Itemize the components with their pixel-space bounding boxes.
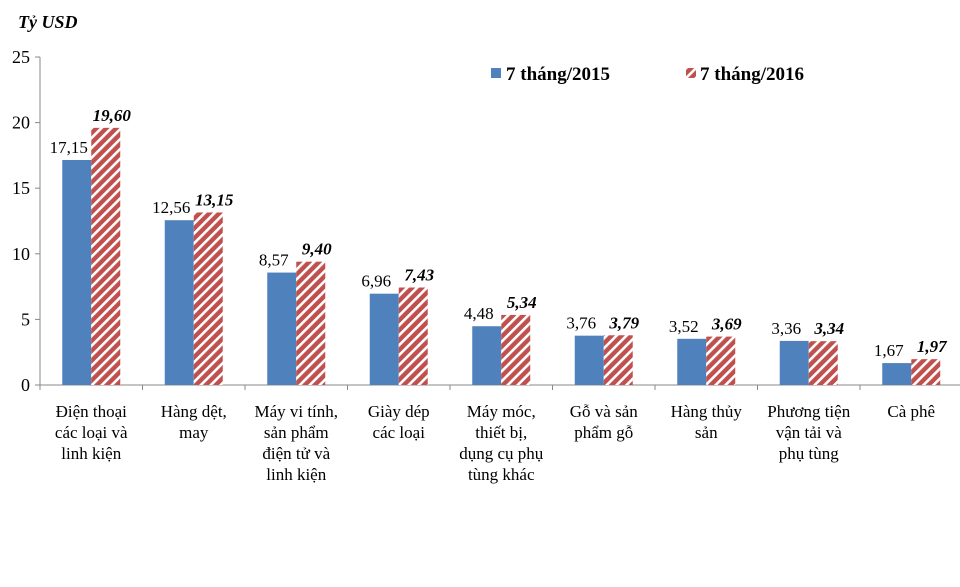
- bar-2016: [911, 359, 941, 385]
- category-label: Hàng dệt, may: [161, 402, 227, 442]
- category-label: Phương tiện vận tải và phụ tùng: [767, 402, 850, 463]
- category-label-line: Cà phê: [887, 402, 935, 421]
- data-label-2016: 3,69: [711, 315, 742, 334]
- category-label-line: Máy vi tính,: [254, 402, 338, 421]
- category-label-line: phụ tùng: [779, 444, 839, 463]
- bar-2016: [706, 336, 736, 385]
- bar-2015: [677, 338, 707, 385]
- bar-2016: [603, 335, 633, 385]
- category-label-line: Giày dép: [368, 402, 430, 421]
- data-label-2015: 12,56: [152, 198, 190, 217]
- bar-2015: [369, 293, 399, 385]
- bar-2015: [574, 335, 604, 385]
- data-label-2015: 6,96: [361, 272, 391, 291]
- unit-label: Tỷ USD: [18, 12, 78, 32]
- y-tick-label: 20: [12, 113, 30, 133]
- category-label-line: thiết bị,: [475, 423, 527, 442]
- data-label-2016: 3,34: [813, 319, 844, 338]
- category-label-line: vận tải và: [776, 423, 843, 442]
- bar-2016: [193, 212, 223, 385]
- legend-label-2015: 7 tháng/2015: [506, 64, 610, 85]
- category-label-line: Gỗ và sản: [570, 402, 638, 421]
- category-label: Máy móc, thiết bị, dụng cụ phụ tùng khác: [459, 402, 544, 484]
- category-label-line: Điện thoại: [56, 402, 128, 421]
- category-label-line: may: [179, 423, 209, 442]
- category-label-line: Phương tiện: [767, 402, 850, 421]
- category-label-line: linh kiện: [266, 465, 326, 484]
- category-label-line: tùng khác: [468, 465, 535, 484]
- bar-2015: [472, 326, 502, 385]
- legend-label-2016: 7 tháng/2016: [700, 64, 804, 85]
- data-label-2015: 3,76: [566, 314, 596, 333]
- category-label-line: các loại: [373, 423, 426, 442]
- bar-2015: [62, 159, 92, 385]
- category-label-line: dụng cụ phụ: [459, 444, 544, 463]
- category-label-line: phẩm gỗ: [574, 423, 633, 442]
- legend-swatch-2015: [491, 68, 501, 78]
- category-label-line: Hàng thủy: [671, 402, 743, 421]
- bar-2016: [808, 341, 838, 385]
- category-label: Máy vi tính, sản phẩm điện tử và linh kiện: [254, 402, 338, 484]
- data-label-2016: 7,43: [404, 266, 434, 285]
- bar-2016: [501, 314, 531, 385]
- legend: 7 tháng/2015 7 tháng/2016: [491, 64, 804, 85]
- data-label-2016: 9,40: [302, 240, 332, 259]
- y-tick-label: 5: [21, 309, 30, 329]
- data-label-2015: 1,67: [874, 341, 904, 360]
- bar-2015: [267, 272, 297, 385]
- data-label-2016: 19,60: [93, 106, 132, 125]
- category-label-line: Hàng dệt,: [161, 402, 227, 421]
- category-label-line: sản: [695, 423, 718, 442]
- category-label-line: Máy móc,: [467, 402, 536, 421]
- category-label-line: điện tử và: [262, 444, 330, 463]
- bar-2016: [398, 287, 428, 385]
- data-label-2016: 1,97: [917, 337, 948, 356]
- category-label: Cà phê: [887, 402, 935, 421]
- data-label-2015: 4,48: [464, 304, 494, 323]
- bar-2015: [164, 220, 194, 385]
- data-label-2016: 13,15: [195, 190, 234, 209]
- data-label-2015: 8,57: [259, 251, 289, 270]
- data-label-2015: 17,15: [50, 138, 88, 157]
- y-tick-label: 25: [12, 47, 30, 67]
- category-label: Giày dép các loại: [368, 402, 430, 442]
- bar-2015: [779, 340, 809, 385]
- data-label-2016: 3,79: [608, 313, 639, 332]
- bar-2016: [91, 127, 121, 386]
- category-label: Gỗ và sản phẩm gỗ: [570, 402, 638, 442]
- category-label-line: các loại và: [55, 423, 128, 442]
- category-label: Điện thoại các loại và linh kiện: [55, 402, 128, 463]
- data-label-2015: 3,52: [669, 317, 699, 336]
- data-label-2015: 3,36: [771, 319, 801, 338]
- category-label-line: sản phẩm: [264, 423, 329, 442]
- bar-2016: [296, 261, 326, 385]
- y-tick-label: 15: [12, 178, 30, 198]
- category-label: Hàng thủy sản: [671, 402, 743, 442]
- legend-swatch-2016: [686, 68, 696, 78]
- bar-2015: [882, 363, 912, 385]
- data-label-2016: 5,34: [507, 293, 537, 312]
- y-tick-label: 10: [12, 244, 30, 264]
- y-tick-label: 0: [21, 375, 30, 395]
- category-label-line: linh kiện: [61, 444, 121, 463]
